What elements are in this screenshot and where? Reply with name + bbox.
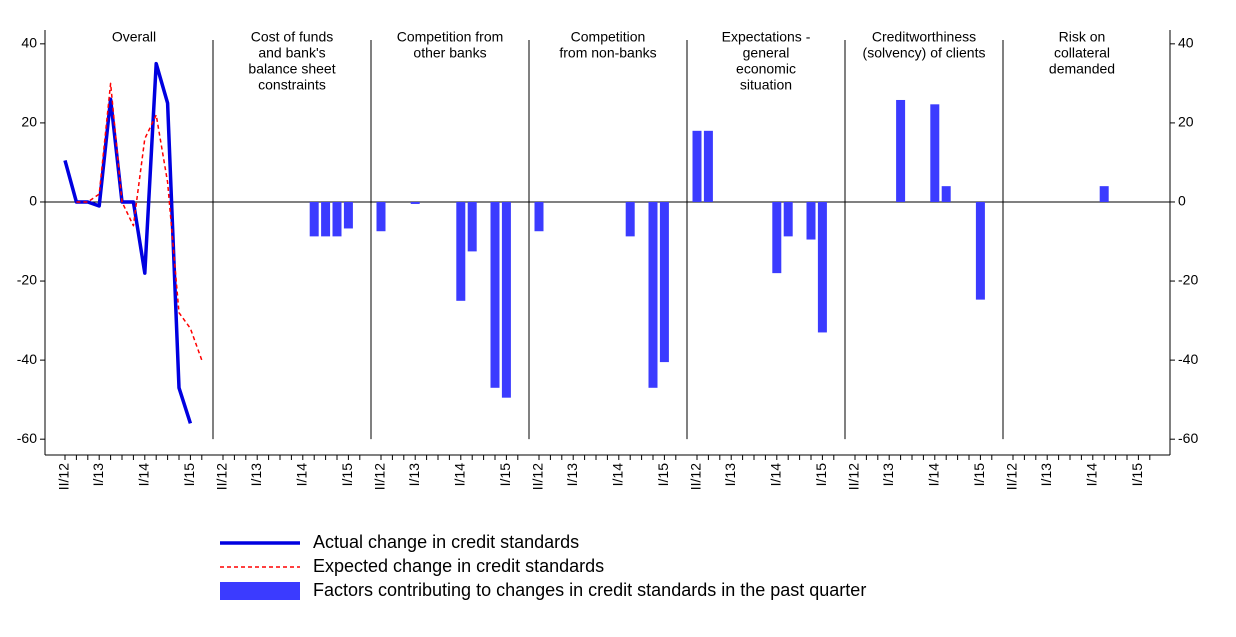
bar [648,201,658,388]
y-tick-label: -60 [17,430,37,446]
bar [896,99,906,202]
x-tick-label: I/15 [497,463,513,487]
x-tick-label: II/12 [846,463,862,490]
bar [930,104,940,202]
panel-title: Risk on [1059,29,1106,45]
x-tick-label: I/13 [1038,463,1054,487]
y2-tick-label: -20 [1178,272,1198,288]
x-tick-label: I/14 [610,463,626,487]
x-tick-label: II/12 [688,463,704,490]
bar [692,130,702,202]
bar [490,201,500,388]
legend-label: Expected change in credit standards [313,556,604,576]
x-tick-label: II/12 [372,463,388,490]
x-tick-label: I/14 [294,463,310,487]
x-tick-label: I/14 [1084,463,1100,487]
x-tick-label: I/14 [926,463,942,487]
bar [1099,186,1109,202]
bar [806,201,816,240]
bar [410,201,420,204]
panel-title: Competition [571,29,646,45]
bar [975,201,985,300]
x-tick-label: I/13 [248,463,264,487]
bar [534,201,544,232]
panel-title: Overall [112,29,156,45]
bar [941,186,951,202]
x-tick-label: I/13 [880,463,896,487]
legend-swatch [220,582,300,600]
legend-label: Actual change in credit standards [313,532,579,552]
panel-title: (solvency) of clients [863,45,986,61]
y2-tick-label: -60 [1178,430,1198,446]
panel-title: Expectations - [722,29,811,45]
x-tick-label: I/15 [655,463,671,487]
bar [456,201,466,301]
x-tick-label: II/12 [530,463,546,490]
x-tick-label: I/13 [90,463,106,487]
panel-title: Creditworthiness [872,29,976,45]
bar [817,201,827,333]
bar [659,201,669,363]
panel-title: Competition from [397,29,504,45]
panel-title: collateral [1054,45,1110,61]
y-tick-label: 20 [21,114,37,130]
x-tick-label: I/15 [813,463,829,487]
panel-title: and bank's [258,45,325,61]
y2-tick-label: 40 [1178,35,1194,51]
x-tick-label: I/13 [722,463,738,487]
y-tick-label: 0 [29,193,37,209]
bar [376,201,386,232]
panel-title: other banks [413,45,486,61]
bar [501,201,511,398]
y-tick-label: -40 [17,351,37,367]
x-tick-label: I/14 [452,463,468,487]
bar [332,201,342,237]
bar [321,201,331,237]
panel-title: from non-banks [559,45,656,61]
x-tick-label: I/13 [564,463,580,487]
x-tick-label: I/15 [971,463,987,487]
x-tick-label: I/15 [339,463,355,487]
y-tick-label: -20 [17,272,37,288]
line-series [76,82,203,361]
y2-tick-label: -40 [1178,351,1198,367]
x-tick-label: I/15 [181,463,197,487]
y2-tick-label: 0 [1178,193,1186,209]
panel-title: economic [736,61,796,77]
x-tick-label: I/13 [406,463,422,487]
legend-label: Factors contributing to changes in credi… [313,580,866,600]
bar [343,201,353,229]
panel-title: constraints [258,77,326,93]
x-tick-label: II/12 [56,463,72,490]
bar [703,130,713,202]
panel-title: balance sheet [248,61,335,77]
bar [625,201,635,237]
bar [772,201,782,274]
x-tick-label: I/14 [136,463,152,487]
y2-tick-label: 20 [1178,114,1194,130]
x-tick-label: II/12 [1004,463,1020,490]
panel-title: demanded [1049,61,1115,77]
x-tick-label: I/14 [768,463,784,487]
x-tick-label: I/15 [1129,463,1145,487]
bar [309,201,319,237]
y-tick-label: 40 [21,35,37,51]
panel-title: situation [740,77,792,93]
panel-title: Cost of funds [251,29,334,45]
line-series [63,61,193,424]
x-tick-label: II/12 [214,463,230,490]
panel-title: general [743,45,790,61]
bar [467,201,477,252]
bar [783,201,793,237]
